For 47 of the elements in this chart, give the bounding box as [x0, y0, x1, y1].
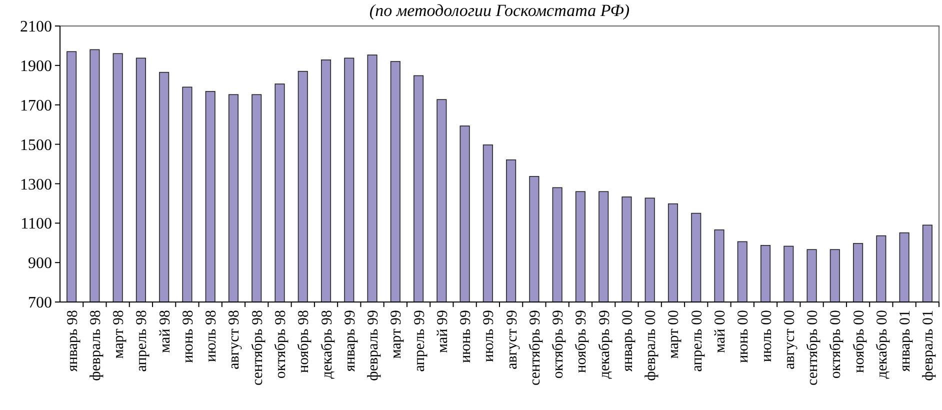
x-tick-label: июнь 00 — [736, 310, 752, 363]
x-tick-label: ноябрь 99 — [574, 310, 590, 373]
x-tick-label: май 99 — [434, 310, 451, 353]
x-tick-label: август 00 — [782, 310, 798, 370]
x-tick-label: сентябрь 98 — [250, 310, 266, 386]
chart-title: (по методологии Госкомстата РФ) — [369, 1, 630, 20]
x-tick-label: август 99 — [504, 310, 520, 370]
x-tick-label: февраль 99 — [366, 310, 382, 381]
x-tick-label: июль 99 — [481, 310, 498, 362]
x-tick-label: декабрь 98 — [319, 310, 336, 379]
x-tick-label: февраль 01 — [920, 310, 937, 381]
x-tick-label: октябрь 99 — [550, 310, 567, 379]
x-tick-label: декабрь 00 — [874, 310, 890, 379]
y-tick-label: 1700 — [20, 97, 52, 114]
y-tick-label: 700 — [28, 294, 52, 312]
x-tick-label: январь 99 — [342, 310, 358, 372]
y-tick-label: 1900 — [20, 58, 52, 76]
x-tick-label: январь 98 — [64, 310, 81, 372]
y-tick-label: 900 — [28, 255, 52, 272]
y-tick-label: 1500 — [20, 136, 52, 154]
x-tick-label: февраль 98 — [88, 310, 104, 381]
y-tick-label: 2100 — [20, 18, 52, 36]
x-tick-label: ноябрь 00 — [851, 310, 868, 373]
x-tick-label: июнь 99 — [458, 310, 474, 363]
x-tick-label: октябрь 00 — [828, 310, 844, 379]
x-tick-label: сентябрь 00 — [805, 310, 822, 386]
x-tick-label: октябрь 98 — [273, 310, 289, 379]
y-tick-label: 1300 — [20, 176, 52, 194]
x-tick-label: ноябрь 98 — [296, 310, 312, 373]
x-tick-label: апрель 99 — [412, 310, 428, 372]
x-tick-label: март 00 — [666, 310, 682, 359]
x-tick-label: июль 98 — [204, 310, 220, 362]
y-tick-label: 1100 — [20, 216, 52, 233]
x-tick-label: июнь 98 — [180, 310, 196, 363]
x-tick-label: январь 00 — [620, 310, 636, 372]
x-tick-label: март 99 — [388, 310, 405, 359]
x-tick-label: февраль 00 — [643, 310, 660, 381]
x-tick-label: август 98 — [226, 310, 243, 370]
x-tick-label: январь 01 — [898, 310, 914, 372]
x-tick-label: май 00 — [712, 310, 728, 353]
x-tick-label: апрель 00 — [689, 310, 706, 372]
x-tick-label: май 98 — [157, 310, 174, 353]
x-tick-label: сентябрь 99 — [527, 310, 544, 386]
x-tick-label: апрель 98 — [134, 310, 150, 372]
x-tick-label: июль 00 — [758, 310, 775, 362]
x-tick-label: март 98 — [111, 310, 128, 359]
x-tick-label: декабрь 99 — [596, 310, 613, 379]
